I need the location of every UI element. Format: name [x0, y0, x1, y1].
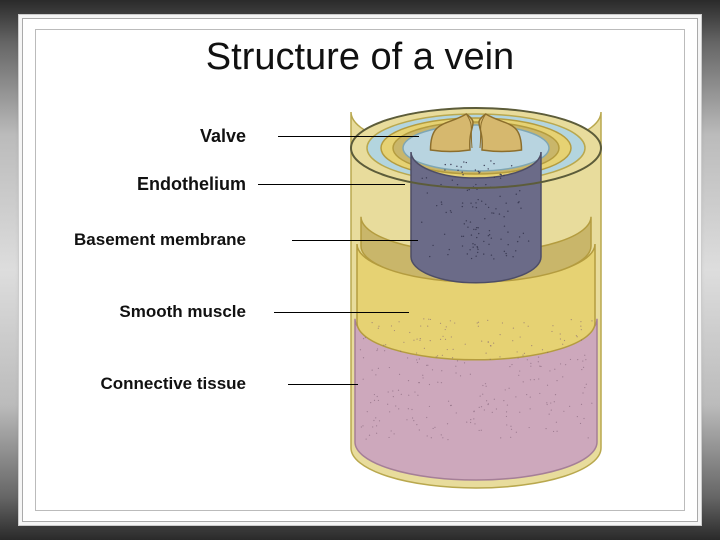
- leader-valve: [278, 136, 419, 137]
- label-endothelium: Endothelium: [137, 174, 246, 195]
- diagram-stage: Valve Endothelium Basement membrane Smooth …: [36, 92, 684, 510]
- leader-connective: [288, 384, 358, 385]
- label-connective: Connective tissue: [101, 374, 247, 394]
- label-basement: Basement membrane: [74, 230, 246, 250]
- diagram-content: Valve Endothelium Basement membrane Smooth …: [36, 92, 684, 510]
- leader-smooth: [274, 312, 409, 313]
- label-valve: Valve: [200, 126, 246, 147]
- label-smooth: Smooth muscle: [119, 302, 246, 322]
- page-title: Structure of a vein: [36, 36, 684, 79]
- leader-basement: [292, 240, 418, 241]
- leader-endothelium: [258, 184, 405, 185]
- slide-inner-frame: Structure of a vein Valve Endothelium Base…: [35, 29, 685, 511]
- slide-outer-frame: Structure of a vein Valve Endothelium Base…: [22, 18, 698, 522]
